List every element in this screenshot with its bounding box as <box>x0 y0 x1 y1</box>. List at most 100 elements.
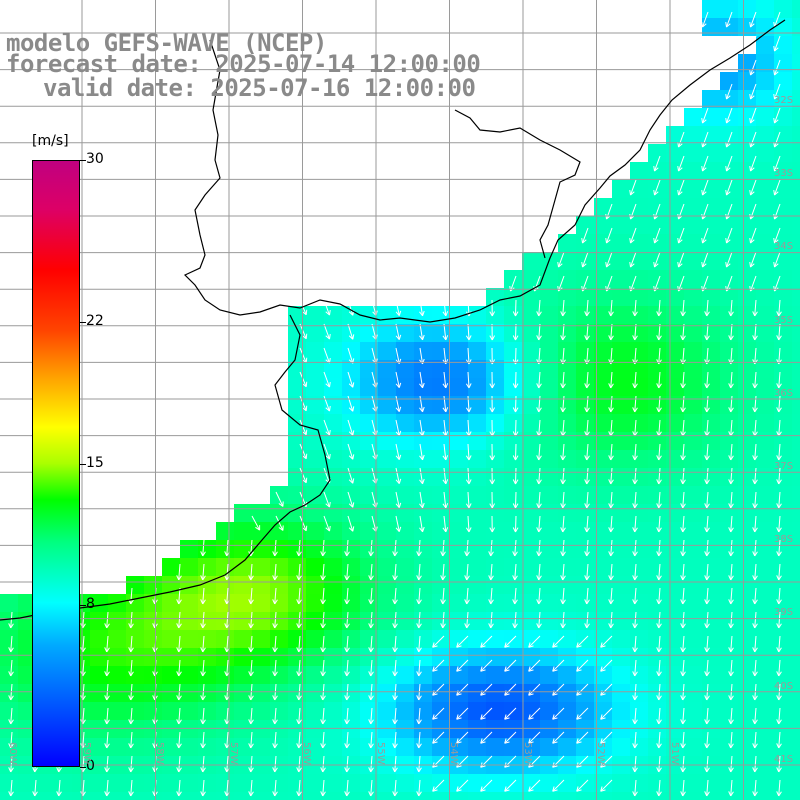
field-cell <box>270 774 288 792</box>
field-cell <box>720 414 738 432</box>
field-cell <box>612 774 630 792</box>
field-cell <box>648 378 666 396</box>
wind-arrow <box>440 563 446 581</box>
field-cell <box>612 270 630 288</box>
field-cell <box>702 270 720 288</box>
wind-arrow <box>632 347 638 365</box>
field-cell <box>324 468 342 486</box>
field-cell <box>684 486 702 504</box>
field-cell <box>216 720 234 738</box>
field-cell <box>774 270 792 288</box>
field-cell <box>720 72 738 90</box>
field-cell <box>324 504 342 522</box>
wind-arrow <box>440 611 446 629</box>
field-cell <box>450 342 468 360</box>
field-cell <box>684 702 702 720</box>
wind-arrow <box>704 323 710 341</box>
field-cell <box>558 288 576 306</box>
wind-arrow <box>752 563 758 581</box>
wind-arrow <box>656 347 662 365</box>
wind-arrow <box>656 611 662 629</box>
wind-arrow <box>347 443 355 460</box>
wind-arrow <box>680 779 686 797</box>
field-cell <box>396 702 414 720</box>
wind-arrow <box>296 779 302 797</box>
field-cell <box>792 630 800 648</box>
wind-arrow <box>656 491 662 509</box>
wind-arrow <box>680 323 686 341</box>
field-cell <box>432 342 450 360</box>
wind-arrow <box>176 587 182 605</box>
field-cell <box>756 432 774 450</box>
field-cell <box>666 252 684 270</box>
wind-arrow <box>749 107 757 124</box>
wind-arrow <box>200 707 206 725</box>
field-cell <box>414 702 432 720</box>
wind-arrow <box>704 515 710 533</box>
field-cell <box>594 288 612 306</box>
field-cell <box>432 558 450 576</box>
field-cell <box>252 738 270 756</box>
wind-arrow <box>677 179 685 196</box>
field-cell <box>720 540 738 558</box>
field-cell <box>612 630 630 648</box>
field-cell <box>180 558 198 576</box>
field-cell <box>576 558 594 576</box>
field-cell <box>558 342 576 360</box>
wind-arrow <box>320 779 326 797</box>
wind-arrow <box>323 491 331 508</box>
field-cell <box>486 738 504 756</box>
field-cell <box>414 540 432 558</box>
field-cell <box>630 162 648 180</box>
field-cell <box>450 414 468 432</box>
wind-arrow <box>456 635 469 648</box>
wind-arrow <box>456 731 469 744</box>
wind-arrow <box>608 467 614 485</box>
field-cell <box>252 630 270 648</box>
field-cell <box>0 738 18 756</box>
field-cell <box>18 684 36 702</box>
field-cell <box>792 414 800 432</box>
field-cell <box>666 576 684 594</box>
field-cell <box>792 0 800 18</box>
field-cell <box>522 540 540 558</box>
wind-arrow <box>608 443 614 461</box>
wind-arrow <box>701 35 709 52</box>
field-cell <box>414 432 432 450</box>
field-cell <box>360 558 378 576</box>
field-cell <box>774 0 792 18</box>
wind-arrow <box>776 587 782 605</box>
field-cell <box>252 504 270 522</box>
field-cell <box>270 648 288 666</box>
field-cell <box>792 576 800 594</box>
field-cell <box>648 774 666 792</box>
field-cell <box>288 378 306 396</box>
field-cell <box>666 792 684 800</box>
latitude-label: 33S <box>774 168 794 180</box>
field-cell <box>738 720 756 738</box>
field-cell <box>522 414 540 432</box>
wind-arrow <box>296 707 302 725</box>
wind-arrow <box>8 635 14 653</box>
wind-arrow <box>728 467 734 485</box>
field-cell <box>666 720 684 738</box>
field-cell <box>648 342 666 360</box>
field-cell <box>234 522 252 540</box>
field-cell <box>702 144 720 162</box>
field-cell <box>558 486 576 504</box>
field-cell <box>450 378 468 396</box>
field-cell <box>306 648 324 666</box>
field-cell <box>324 558 342 576</box>
field-cell <box>648 234 666 252</box>
field-cell <box>126 648 144 666</box>
wind-arrow <box>272 539 278 557</box>
field-cell <box>342 666 360 684</box>
field-cell <box>792 792 800 800</box>
field-cell <box>666 288 684 306</box>
colorbar-tick-mark <box>80 767 86 768</box>
field-cell <box>630 468 648 486</box>
field-cell <box>612 540 630 558</box>
field-cell <box>648 666 666 684</box>
field-cell <box>486 324 504 342</box>
field-cell <box>756 270 774 288</box>
